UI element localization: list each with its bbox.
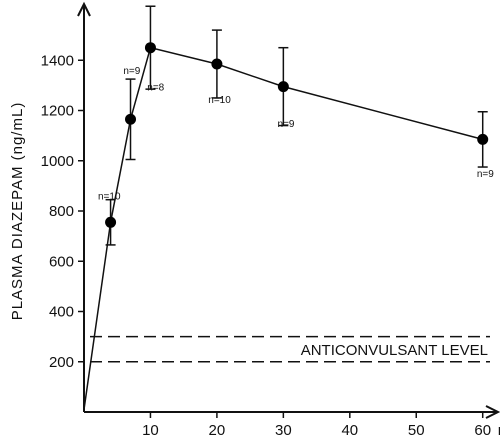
sample-size-annotations: n=10 n=9 n=8 n=10 n=9 n=9 [98,66,494,203]
y-axis-arrow [77,1,91,17]
x-tick-label: 50 [408,422,425,439]
data-point [125,113,137,125]
y-tick-label: 400 [49,304,74,321]
y-tick-label: 1200 [41,103,74,120]
x-tick-label: 10 [142,422,159,439]
series-diazepam [83,5,489,410]
sample-size-label: n=10 [208,95,231,106]
sample-size-label: n=9 [477,169,494,180]
y-tick-label: 800 [49,203,74,220]
y-tick-label: 1000 [41,153,74,170]
axes: 200 400 600 800 1000 1200 1400 10 20 30 40 50 60 [41,1,500,439]
x-axis-unit: min [498,422,500,439]
y-tick-label: 200 [49,354,74,371]
data-point [477,133,489,145]
sample-size-label: n=10 [98,192,121,203]
x-tick-label: 20 [209,422,226,439]
reference-band [90,335,490,363]
x-tick-label: 40 [341,422,358,439]
x-tick-label: 60 [474,422,491,439]
data-point [144,42,156,54]
data-point [105,216,117,228]
sample-size-label: n=9 [123,66,140,77]
y-tick-label: 600 [49,253,74,270]
sample-size-label: n=9 [278,119,295,130]
x-axis-arrow [485,405,500,419]
sample-size-label: n=8 [147,82,164,93]
reference-band-label: ANTICONVULSANT LEVEL [301,342,488,359]
data-point [211,58,223,70]
y-axis-title: PLASMA DIAZEPAM (ng/mL) [9,102,26,321]
y-tick-label: 1400 [41,52,74,69]
x-tick-label: 30 [275,422,292,439]
data-point [277,81,289,93]
